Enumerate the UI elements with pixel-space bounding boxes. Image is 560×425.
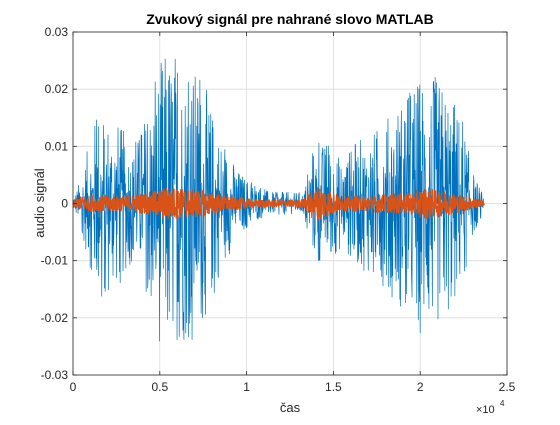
x-axis-exponent-power: 4 bbox=[500, 399, 505, 408]
x-axis-exponent-base: ×10 bbox=[476, 404, 495, 416]
plot-area bbox=[72, 58, 485, 342]
y-tick-label: -0.03 bbox=[41, 368, 69, 382]
x-tick-label: 0 bbox=[70, 380, 77, 394]
chart-title: Zvukový signál pre nahrané slovo MATLAB bbox=[146, 11, 434, 27]
x-tick-label: 0.5 bbox=[151, 380, 168, 394]
y-tick-label: -0.01 bbox=[41, 254, 69, 268]
y-tick-label: 0.03 bbox=[45, 25, 69, 39]
x-axis-exponent: ×10 4 bbox=[476, 399, 505, 416]
y-tick-label: -0.02 bbox=[41, 311, 69, 325]
series-2-line bbox=[72, 187, 485, 222]
x-tick-label: 1 bbox=[243, 380, 250, 394]
y-tick-label: 0 bbox=[61, 197, 68, 211]
y-axis-label: audio signál bbox=[32, 168, 47, 237]
x-tick-label: 2 bbox=[417, 380, 424, 394]
y-tick-label: 0.01 bbox=[45, 139, 69, 153]
x-tick-label: 2.5 bbox=[499, 380, 516, 394]
x-axis-label: čas bbox=[280, 400, 301, 415]
tick-labels: 0 0.5 1 1.5 2 2.5 0.03 0.02 0.01 0 -0.01 -0.02 -0.03 bbox=[41, 25, 516, 394]
axes-box bbox=[72, 31, 508, 376]
y-tick-label: 0.02 bbox=[45, 82, 69, 96]
x-tick-label: 1.5 bbox=[325, 380, 342, 394]
